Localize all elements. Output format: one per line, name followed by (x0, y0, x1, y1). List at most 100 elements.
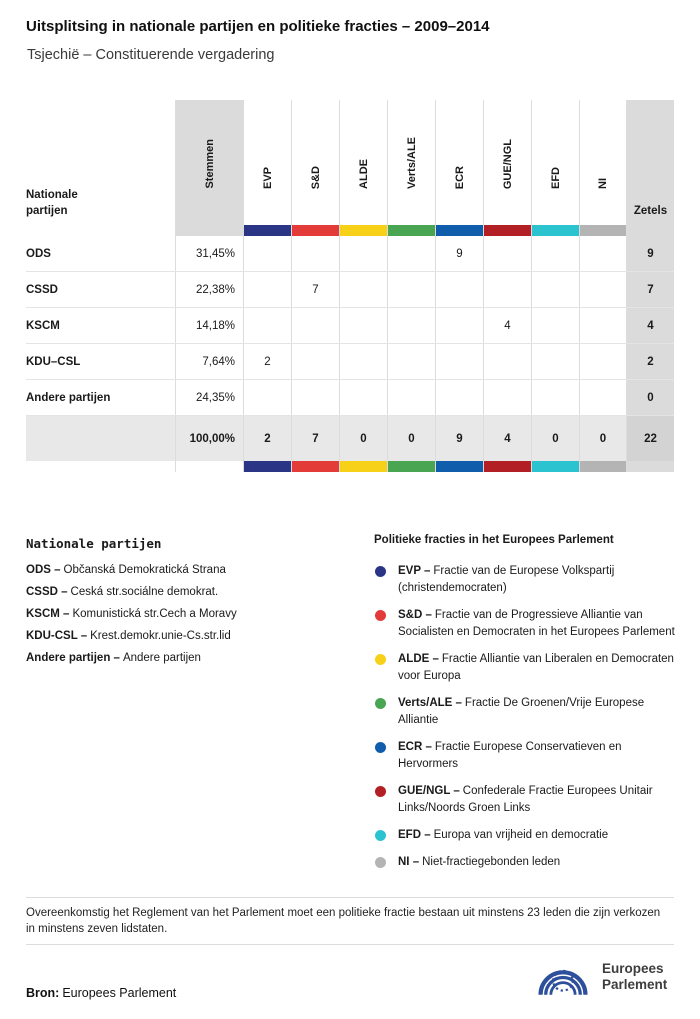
national-parties-legend-heading: Nationale partijen (26, 536, 162, 551)
table-row-kducsl: KDU–CSL 7,64% 2 2 (26, 344, 674, 380)
stemmen-cell: 24,35% (175, 380, 243, 415)
page-title: Uitsplitsing in nationale partijen en po… (26, 18, 490, 35)
color-bar-ecr (435, 461, 483, 472)
color-bar-alde (339, 461, 387, 472)
stemmen-cell: 31,45% (175, 236, 243, 271)
page-subtitle: Tsjechië – Constituerende vergadering (27, 47, 275, 63)
total-ni: 0 (579, 416, 627, 461)
legend-item-evp: EVP – Fractie van de Europese Volkspartij… (374, 563, 676, 597)
legend-item-andere: Andere partijen – Andere partijen (26, 652, 201, 664)
group-color-bar-top (26, 225, 674, 236)
table-row-ods: ODS 31,45% 9 9 (26, 236, 674, 272)
stemmen-cell: 7,64% (175, 344, 243, 379)
ecr-color-dot (375, 742, 386, 753)
zetels-cell: 0 (627, 380, 674, 415)
legend-item-cssd: CSSD – Ceská str.sociálne demokrat. (26, 586, 219, 598)
group-header-efd: EFD (531, 100, 579, 225)
source-line: Bron: Europees Parlement (26, 986, 176, 1000)
seat-cell-evp: 2 (243, 344, 291, 379)
source-label: Bron: (26, 986, 60, 1000)
legend-item-vertsale: Verts/ALE – Fractie De Groenen/Vrije Euro… (374, 695, 676, 729)
group-header-vertsale: Verts/ALE (387, 100, 435, 225)
legend-item-alde: ALDE – Fractie Alliantie van Liberalen en… (374, 651, 676, 685)
logo-wordmark: Europees Parlement (602, 961, 668, 992)
color-bar-guengl (483, 461, 531, 472)
legend-item-kscm: KSCM – Komunistická str.Cech a Moravy (26, 608, 237, 620)
party-name: CSSD (26, 283, 58, 296)
divider-top (26, 897, 674, 898)
party-name: KDU–CSL (26, 355, 81, 368)
color-bar-ni (579, 461, 627, 472)
efd-color-dot (375, 830, 386, 841)
legend-item-kducsl: KDU-CSL – Krest.demokr.unie-Cs.str.lid (26, 630, 231, 642)
legend-item-guengl: GUE/NGL – Confederale Fractie Europees Un… (374, 783, 676, 817)
total-guengl: 4 (483, 416, 531, 461)
color-bar-evp (243, 225, 291, 236)
color-bar-sd (291, 225, 339, 236)
alde-color-dot (375, 654, 386, 665)
results-table: Nationale partijen Stemmen EVP S&D ALDE … (26, 100, 674, 472)
table-row-andere: Andere partijen 24,35% 0 (26, 380, 674, 416)
guengl-color-dot (375, 786, 386, 797)
legend-item-ni: NI – Niet-fractiegebonden leden (374, 854, 676, 871)
stemmen-cell: 22,38% (175, 272, 243, 307)
color-bar-efd (531, 225, 579, 236)
color-bar-sd (291, 461, 339, 472)
zetels-header: Zetels (627, 100, 674, 225)
zetels-cell: 4 (627, 308, 674, 343)
total-vertsale: 0 (387, 416, 435, 461)
sd-color-dot (375, 610, 386, 621)
color-bar-evp (243, 461, 291, 472)
seat-cell-ecr: 9 (435, 236, 483, 271)
color-bar-vertsale (387, 225, 435, 236)
political-groups-legend: Politieke fracties in het Europees Parle… (374, 534, 676, 881)
stemmen-label: Stemmen (203, 139, 216, 189)
color-bar-ecr (435, 225, 483, 236)
table-row-kscm: KSCM 14,18% 4 4 (26, 308, 674, 344)
legend-item-ecr: ECR – Fractie Europese Conservatieven en … (374, 739, 676, 773)
zetels-cell: 9 (627, 236, 674, 271)
group-header-guengl: GUE/NGL (483, 100, 531, 225)
color-bar-alde (339, 225, 387, 236)
source-value: Europees Parlement (62, 986, 177, 1000)
political-groups-legend-heading: Politieke fracties in het Europees Parle… (374, 534, 614, 546)
color-bar-guengl (483, 225, 531, 236)
national-parties-legend: Nationale partijen ODS – Občanská Demokra… (26, 536, 346, 674)
legend-item-ods: ODS – Občanská Demokratická Strana (26, 564, 226, 576)
total-zetels: 22 (627, 416, 674, 461)
table-total-row: 100,00% 2 7 0 0 9 4 0 0 22 (26, 416, 674, 461)
total-sd: 7 (291, 416, 339, 461)
group-header-ecr: ECR (435, 100, 483, 225)
party-name: ODS (26, 247, 51, 260)
group-header-evp: EVP (243, 100, 291, 225)
color-bar-efd (531, 461, 579, 472)
europees-parlement-logo (538, 969, 588, 995)
total-ecr: 9 (435, 416, 483, 461)
party-name: KSCM (26, 319, 60, 332)
party-name: Andere partijen (26, 391, 111, 404)
ni-color-dot (375, 857, 386, 868)
evp-color-dot (375, 566, 386, 577)
zetels-cell: 7 (627, 272, 674, 307)
group-color-bar-bottom (26, 461, 674, 472)
total-evp: 2 (243, 416, 291, 461)
footnote: Overeenkomstig het Reglement van het Par… (26, 907, 661, 935)
corner-label: Nationale partijen (26, 189, 78, 217)
color-bar-ni (579, 225, 627, 236)
table-row-cssd: CSSD 22,38% 7 7 (26, 272, 674, 308)
total-stemmen: 100,00% (175, 416, 243, 461)
legend-item-sd: S&D – Fractie van de Progressieve Alliant… (374, 607, 676, 641)
vertsale-color-dot (375, 698, 386, 709)
zetels-cell: 2 (627, 344, 674, 379)
stemmen-cell: 14,18% (175, 308, 243, 343)
seat-cell-guengl: 4 (483, 308, 531, 343)
corner-header: Nationale partijen (26, 100, 175, 225)
color-bar-vertsale (387, 461, 435, 472)
europees-parlement-logo-block: Europees Parlement (534, 956, 676, 998)
legend-item-efd: EFD – Europa van vrijheid en democratie (374, 827, 676, 844)
group-header-alde: ALDE (339, 100, 387, 225)
group-header-sd: S&D (291, 100, 339, 225)
stemmen-header: Stemmen (175, 100, 243, 225)
total-alde: 0 (339, 416, 387, 461)
